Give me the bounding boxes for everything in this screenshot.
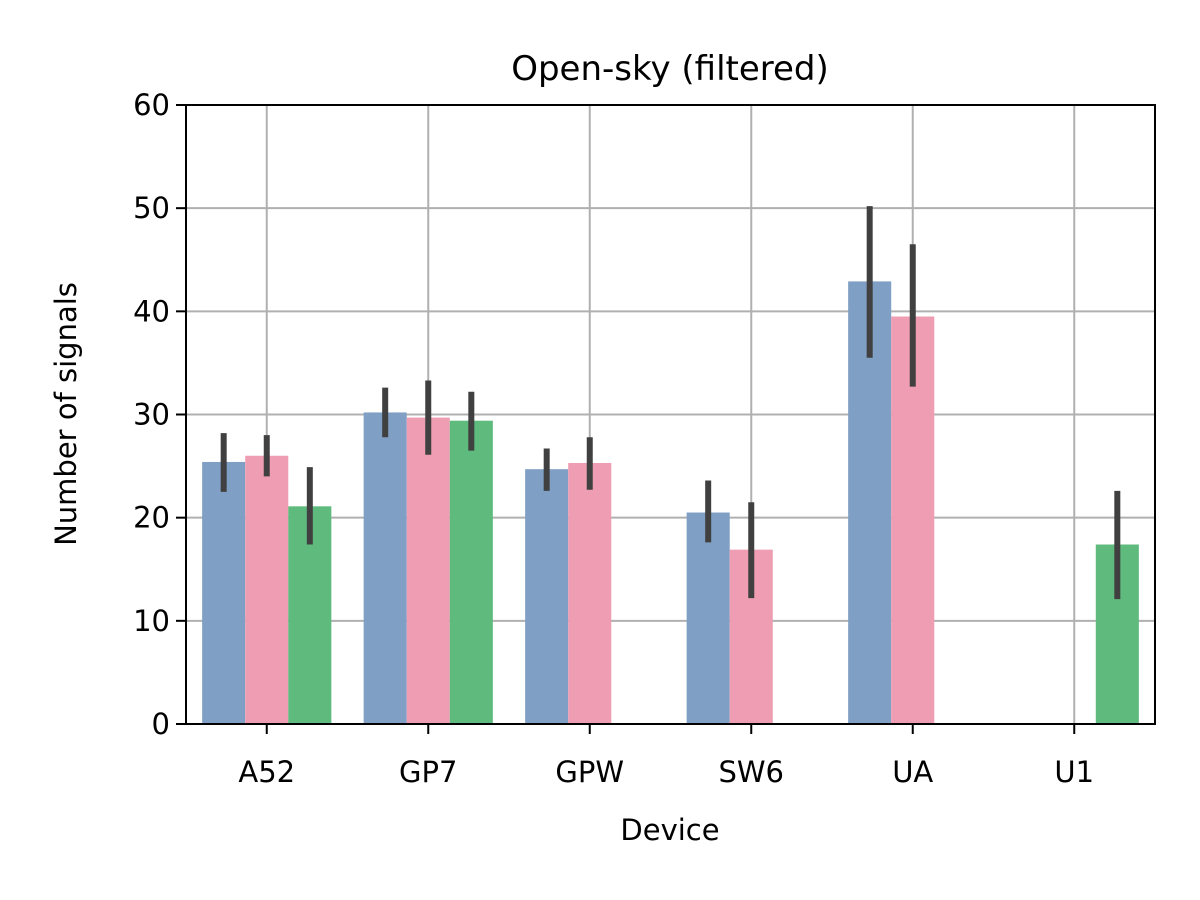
x-tick-label-u1: U1 xyxy=(1054,755,1094,789)
bar-gp7-series-2 xyxy=(406,417,450,724)
bar-a52-series-2 xyxy=(245,455,289,724)
x-tick-label-gp7: GP7 xyxy=(399,755,457,789)
x-tick-label-sw6: SW6 xyxy=(718,755,784,789)
chart-title: Open-sky (filtered) xyxy=(511,49,829,89)
grid-lines xyxy=(186,105,1155,724)
axis-ticks: 0 10 20 30 40 50 60 A52 GP7 GPW SW6 UA U1 xyxy=(133,88,1094,789)
bar-gp7-series-3 xyxy=(449,420,493,724)
bar-gpw-series-2 xyxy=(568,462,612,724)
bar-gp7-series-1 xyxy=(363,412,407,724)
x-tick-label-a52: A52 xyxy=(238,755,295,789)
y-tick-label: 60 xyxy=(133,88,170,122)
y-tick-label: 50 xyxy=(133,191,170,225)
y-tick-label: 40 xyxy=(133,294,170,328)
x-tick-label-ua: UA xyxy=(892,755,933,789)
y-tick-label: 0 xyxy=(152,707,170,741)
error-bars xyxy=(220,206,1121,600)
bars xyxy=(202,281,1139,724)
x-tick-label-gpw: GPW xyxy=(555,755,624,789)
x-axis-label: Device xyxy=(620,813,719,847)
bar-a52-series-1 xyxy=(202,461,246,724)
bar-sw6-series-1 xyxy=(686,512,730,724)
y-tick-label: 30 xyxy=(133,398,170,432)
bar-gpw-series-1 xyxy=(525,469,569,724)
y-tick-label: 10 xyxy=(133,604,170,638)
y-tick-label: 20 xyxy=(133,501,170,535)
y-axis-label: Number of signals xyxy=(49,282,83,546)
